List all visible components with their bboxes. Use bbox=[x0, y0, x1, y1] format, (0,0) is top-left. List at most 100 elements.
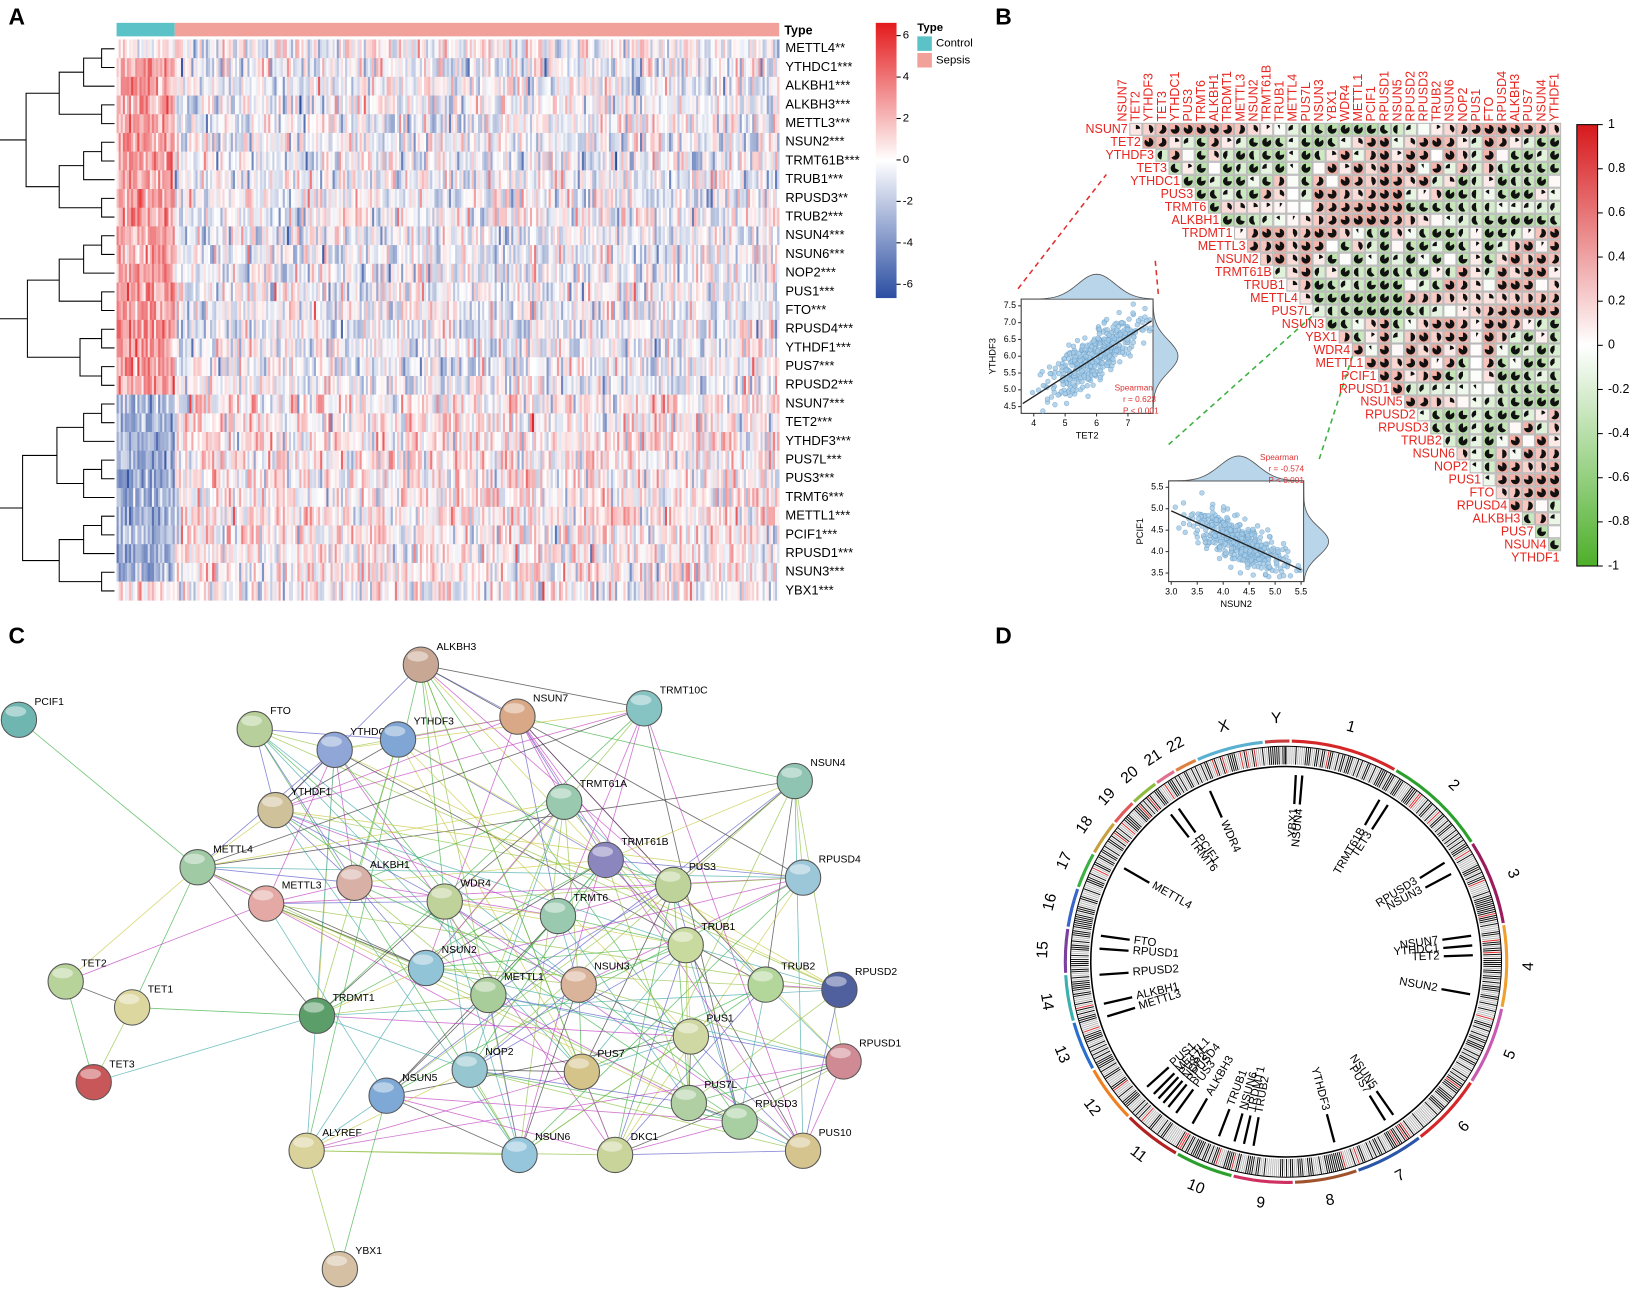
heatmap-cell bbox=[374, 170, 377, 190]
heatmap-cell bbox=[139, 132, 142, 152]
heatmap-cell bbox=[384, 58, 387, 78]
heatmap-cell bbox=[546, 39, 549, 59]
heatmap-cell bbox=[158, 282, 161, 302]
heatmap-cell bbox=[729, 114, 732, 134]
heatmap-cell bbox=[357, 282, 360, 302]
heatmap-cell bbox=[220, 132, 223, 152]
heatmap-cell bbox=[513, 58, 516, 78]
heatmap-cell bbox=[739, 132, 743, 152]
heatmap-cell bbox=[642, 226, 645, 246]
heatmap-cell bbox=[195, 226, 198, 246]
heatmap-cell bbox=[297, 114, 300, 134]
heatmap-cell bbox=[280, 226, 284, 246]
heatmap-cell bbox=[347, 132, 350, 152]
heatmap-cell bbox=[766, 207, 770, 227]
heatmap-cell bbox=[278, 114, 281, 134]
heatmap-cell bbox=[687, 226, 691, 246]
heatmap-cell bbox=[469, 39, 473, 59]
heatmap-cell bbox=[554, 114, 558, 134]
heatmap-cell bbox=[756, 263, 759, 283]
heatmap-cell bbox=[176, 207, 180, 227]
heatmap-cell bbox=[642, 76, 645, 96]
heatmap-cell bbox=[293, 132, 296, 152]
heatmap-cell bbox=[635, 114, 639, 134]
heatmap-cell bbox=[313, 58, 317, 78]
heatmap-cell bbox=[772, 76, 776, 96]
heatmap-cell bbox=[725, 170, 728, 190]
heatmap-cell bbox=[386, 95, 389, 115]
heatmap-cell bbox=[604, 170, 608, 190]
heatmap-cell bbox=[440, 132, 443, 152]
heatmap-cell bbox=[355, 189, 358, 209]
heatmap-cell bbox=[577, 95, 581, 115]
heatmap-cell bbox=[396, 58, 400, 78]
heatmap-cell bbox=[168, 132, 171, 152]
heatmap-cell bbox=[259, 319, 263, 339]
heatmap-cell bbox=[197, 95, 200, 115]
heatmap-cell bbox=[232, 76, 236, 96]
heatmap-cell bbox=[708, 132, 711, 152]
heatmap-cell bbox=[342, 132, 346, 152]
heatmap-cell bbox=[399, 132, 402, 152]
heatmap-cell bbox=[199, 76, 203, 96]
heatmap-cell bbox=[334, 263, 338, 283]
heatmap-cell bbox=[718, 132, 722, 152]
heatmap-cell bbox=[367, 114, 371, 134]
heatmap-cell bbox=[583, 282, 587, 302]
heatmap-cell bbox=[567, 39, 570, 59]
heatmap-cell bbox=[423, 226, 427, 246]
heatmap-cell bbox=[459, 76, 462, 96]
heatmap-cell bbox=[156, 95, 159, 115]
heatmap-cell bbox=[297, 170, 300, 190]
heatmap-cell bbox=[552, 245, 556, 265]
heatmap-cell bbox=[299, 319, 302, 339]
heatmap-cell bbox=[423, 189, 427, 209]
heatmap-cell bbox=[617, 76, 620, 96]
heatmap-cell bbox=[239, 39, 242, 59]
heatmap-cell bbox=[716, 207, 720, 227]
heatmap-cell bbox=[723, 76, 726, 96]
heatmap-cell bbox=[500, 245, 504, 265]
heatmap-cell bbox=[172, 58, 176, 78]
heatmap-cell bbox=[191, 319, 194, 339]
heatmap-cell bbox=[561, 301, 564, 321]
heatmap-cell bbox=[122, 95, 126, 115]
heatmap-cell bbox=[220, 114, 223, 134]
heatmap-cell bbox=[608, 58, 612, 78]
heatmap-cell bbox=[561, 226, 564, 246]
heatmap-cell bbox=[239, 58, 242, 78]
heatmap-cell bbox=[677, 170, 680, 190]
heatmap-cell bbox=[176, 58, 180, 78]
heatmap-cell bbox=[461, 226, 464, 246]
heatmap-cell bbox=[133, 263, 136, 283]
heatmap-cell bbox=[689, 114, 693, 134]
heatmap-cell bbox=[448, 245, 452, 265]
heatmap-cell bbox=[322, 207, 325, 227]
heatmap-cell bbox=[276, 39, 279, 59]
heatmap-cell bbox=[743, 170, 747, 190]
heatmap-cell bbox=[534, 245, 537, 265]
heatmap-cell bbox=[706, 95, 709, 115]
heatmap-cell bbox=[226, 114, 230, 134]
heatmap-cell bbox=[455, 301, 458, 321]
heatmap-cell bbox=[143, 319, 146, 339]
heatmap-cell bbox=[126, 245, 130, 265]
heatmap-cell bbox=[775, 95, 778, 115]
heatmap-cell bbox=[270, 114, 273, 134]
heatmap-cell bbox=[280, 189, 284, 209]
heatmap-cell bbox=[382, 132, 385, 152]
heatmap-cell bbox=[299, 76, 302, 96]
heatmap-cell bbox=[594, 58, 597, 78]
heatmap-cell bbox=[195, 132, 198, 152]
heatmap-cell bbox=[702, 282, 705, 302]
heatmap-cell bbox=[640, 226, 643, 246]
heatmap-cell bbox=[515, 189, 518, 209]
heatmap-cell bbox=[247, 226, 250, 246]
heatmap-cell bbox=[739, 95, 743, 115]
heatmap-cell bbox=[710, 245, 714, 265]
heatmap-cell bbox=[361, 319, 365, 339]
heatmap-cell bbox=[752, 207, 755, 227]
heatmap-cell bbox=[436, 58, 439, 78]
heatmap-cell bbox=[756, 132, 759, 152]
heatmap-cell bbox=[218, 282, 221, 302]
